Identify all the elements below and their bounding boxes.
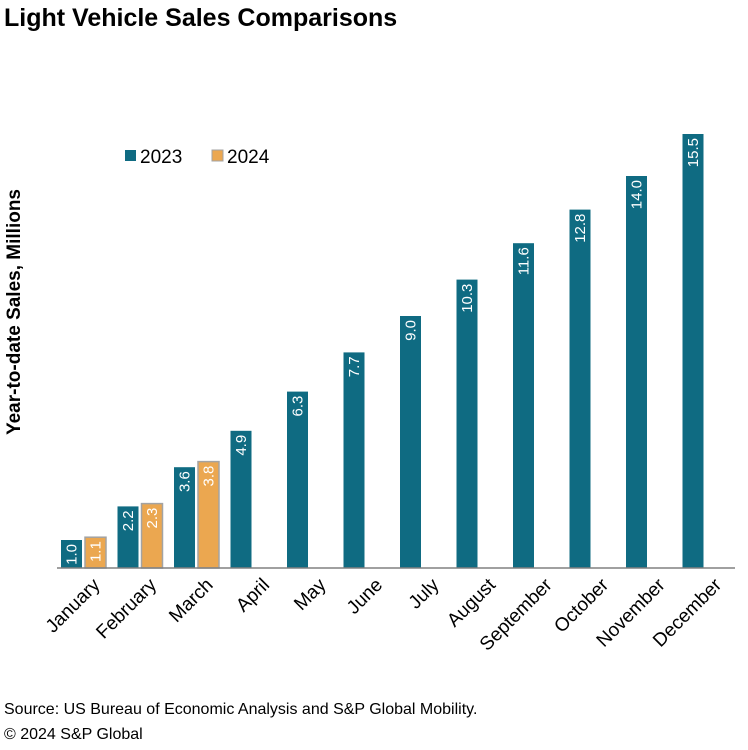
data-label-2023-april: 4.9 bbox=[233, 435, 250, 456]
bars-group: 1.0 1.1 2.2 2.3 3.6 3.8 4.9 6.3 7.7 9.0 10.3 11.6 12… bbox=[61, 134, 704, 569]
x-tick-april: April bbox=[232, 575, 274, 617]
legend-label-2023: 2023 bbox=[140, 147, 182, 168]
bar-2023-october bbox=[569, 209, 591, 568]
bar-2023-march bbox=[174, 467, 195, 568]
legend-swatch-2024 bbox=[211, 149, 224, 162]
bar-chart: 1.0 1.1 2.2 2.3 3.6 3.8 4.9 6.3 7.7 9.0 10.3 11.6 12… bbox=[4, 134, 735, 655]
data-label-2023-january: 1.0 bbox=[64, 544, 81, 565]
legend-swatch-2023 bbox=[125, 150, 136, 161]
legend: 2023 2024 bbox=[125, 147, 270, 168]
data-label-2023-october: 12.8 bbox=[572, 214, 589, 243]
x-tick-march: March bbox=[165, 575, 217, 627]
chart-title: Light Vehicle Sales Comparisons bbox=[4, 4, 398, 32]
y-axis-label: Year-to-date Sales, Millions bbox=[4, 189, 25, 435]
data-label-2023-september: 11.6 bbox=[516, 247, 533, 275]
bar-2023-november bbox=[626, 176, 647, 568]
bar-2023-august bbox=[456, 279, 478, 568]
bar-2023-july bbox=[400, 316, 421, 568]
data-label-2023-december: 15.5 bbox=[685, 138, 702, 167]
bar-2023-february bbox=[117, 506, 139, 568]
x-tick-may: May bbox=[290, 574, 331, 615]
bar-2023-may bbox=[287, 391, 308, 568]
bar-2023-december bbox=[682, 134, 704, 568]
data-label-2023-march: 3.6 bbox=[177, 471, 194, 492]
data-label-2023-november: 14.0 bbox=[629, 180, 646, 209]
data-label-2024-march: 3.8 bbox=[201, 466, 218, 487]
data-label-2023-may: 6.3 bbox=[290, 396, 307, 417]
data-label-2023-july: 9.0 bbox=[403, 320, 420, 341]
data-label-2024-february: 2.3 bbox=[144, 508, 161, 529]
data-label-2024-january: 1.1 bbox=[88, 541, 105, 562]
legend-label-2024: 2024 bbox=[227, 147, 270, 168]
x-tick-june: June bbox=[343, 575, 387, 619]
bar-2023-april bbox=[230, 430, 252, 568]
x-tick-july: July bbox=[405, 574, 444, 613]
bar-2023-january bbox=[61, 540, 82, 568]
bar-2023-june bbox=[343, 352, 365, 568]
data-label-2023-february: 2.2 bbox=[120, 510, 137, 531]
data-label-2023-august: 10.3 bbox=[459, 284, 476, 313]
copyright-note: © 2024 S&P Global bbox=[4, 726, 143, 743]
source-note: Source: US Bureau of Economic Analysis a… bbox=[4, 701, 478, 718]
x-tick-august: August bbox=[443, 574, 500, 631]
data-label-2023-june: 7.7 bbox=[346, 356, 363, 377]
bar-2023-september bbox=[513, 243, 534, 568]
x-tick-february: February bbox=[92, 574, 161, 643]
